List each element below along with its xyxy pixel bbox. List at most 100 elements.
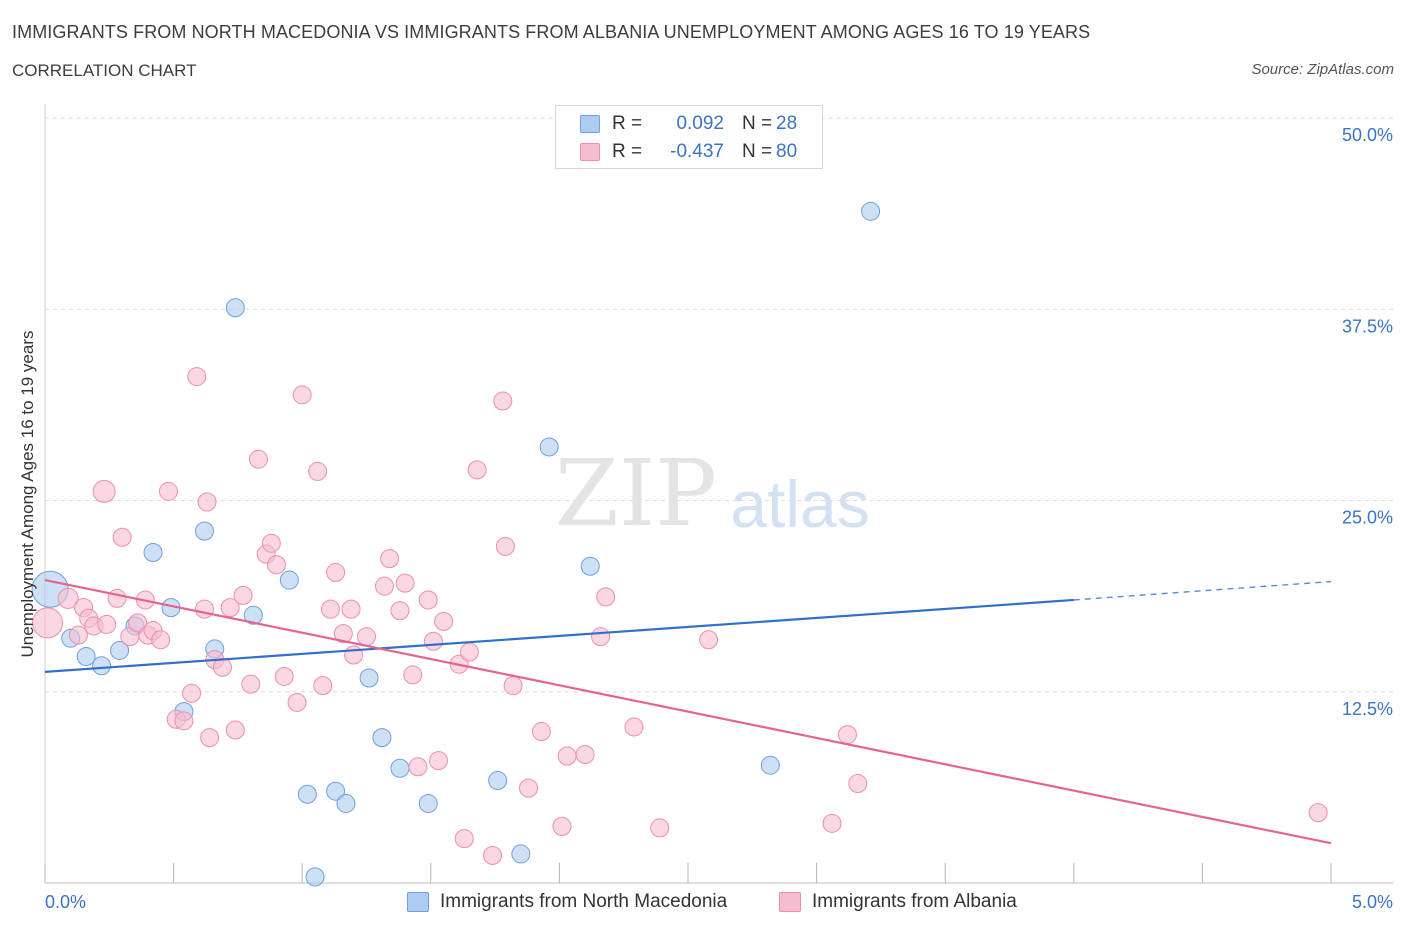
pink-point <box>596 587 616 607</box>
pink-point <box>519 778 539 798</box>
series-swatch-pink <box>779 892 801 912</box>
pink-point <box>493 391 513 411</box>
pink-point <box>174 711 194 731</box>
blue-point <box>194 521 214 541</box>
legend-n-value: 28 <box>776 113 798 134</box>
blue-point <box>861 201 881 221</box>
pink-point <box>57 587 79 609</box>
trend-line-extension <box>1073 580 1332 601</box>
series-swatch-blue <box>407 892 429 912</box>
pink-point <box>313 676 333 696</box>
axes <box>44 104 1393 884</box>
pink-point <box>699 630 719 650</box>
blue-point <box>760 755 780 775</box>
pink-point <box>233 585 253 605</box>
pink-point <box>403 665 423 685</box>
y-tick-label: 50.0% <box>1342 125 1393 145</box>
y-axis-title: Unemployment Among Ages 16 to 19 years <box>18 331 37 658</box>
pink-point <box>423 631 443 651</box>
pink-point <box>266 555 286 575</box>
pink-point <box>483 845 503 865</box>
blue-point <box>279 570 299 590</box>
blue-point <box>539 437 559 457</box>
x-tick-label-min: 0.0% <box>45 892 86 912</box>
blue-point <box>372 728 392 748</box>
pink-point <box>97 614 117 634</box>
pink-point <box>182 683 202 703</box>
pink-point <box>848 774 868 794</box>
blue-point <box>225 298 245 318</box>
pink-point <box>418 590 438 610</box>
pink-point <box>531 722 551 742</box>
pink-point <box>495 536 515 556</box>
series-label: Immigrants from North Macedonia <box>440 891 728 912</box>
pink-point <box>557 746 577 766</box>
legend-r-value: -0.437 <box>670 141 724 162</box>
y-tick-label: 37.5% <box>1342 316 1393 336</box>
pink-point <box>68 625 88 645</box>
pink-point <box>187 367 207 387</box>
legend-row-albania: R = -0.437 N = 80 <box>580 140 797 164</box>
watermark-atlas: atlas <box>730 467 869 541</box>
pink-point <box>151 630 171 650</box>
pink-point <box>429 751 449 771</box>
watermark: ZIP atlas <box>555 440 870 547</box>
pink-point <box>837 725 857 745</box>
pink-point <box>308 461 328 481</box>
y-tick-label: 25.0% <box>1342 508 1393 528</box>
legend-r-value: 0.092 <box>676 113 724 134</box>
pink-point <box>197 492 217 512</box>
pink-point <box>32 607 64 639</box>
blue-point <box>305 867 325 887</box>
pink-point <box>320 599 340 619</box>
series-legend-albania: Immigrants from Albania <box>779 889 1017 915</box>
blue-point <box>359 668 379 688</box>
pink-point <box>220 598 240 618</box>
blue-point <box>580 556 600 576</box>
grid <box>45 117 1393 693</box>
blue-point <box>326 781 346 801</box>
series-legend-north-macedonia: Immigrants from North Macedonia <box>407 889 727 915</box>
legend-n-label: N = <box>742 113 773 134</box>
pink-point <box>344 645 364 665</box>
pink-point <box>212 657 232 677</box>
blue-point <box>390 758 410 778</box>
pink-point <box>112 527 132 547</box>
pink-point <box>128 613 148 633</box>
pink-point <box>274 666 294 686</box>
chart-subtitle: CORRELATION CHART <box>12 61 197 80</box>
pink-point <box>241 674 261 694</box>
legend-r-label: R = <box>612 141 643 162</box>
legend-n-value: 80 <box>776 141 798 162</box>
trend-line <box>44 598 1074 673</box>
legend-swatch-pink <box>580 143 600 161</box>
pink-point <box>333 624 353 644</box>
chart-title: IMMIGRANTS FROM NORTH MACEDONIA VS IMMIG… <box>12 22 1091 42</box>
pink-point <box>503 676 523 696</box>
pink-point <box>575 744 595 764</box>
pink-point <box>200 728 220 748</box>
blue-point <box>418 793 438 813</box>
y-tick-label: 12.5% <box>1342 699 1393 719</box>
x-tick-label-max: 5.0% <box>1352 892 1393 912</box>
legend-row-north-macedonia: R = 0.092 N = 28 <box>580 112 797 136</box>
blue-point <box>110 640 130 660</box>
pink-point <box>248 449 268 469</box>
source-label: Source: ZipAtlas.com <box>1251 61 1394 78</box>
pink-point <box>552 816 572 836</box>
pink-point <box>326 562 346 582</box>
correlation-legend: R = 0.092 N = 28 R = -0.437 N = 80 <box>555 105 823 169</box>
pink-point <box>380 549 400 569</box>
pink-point <box>395 573 415 593</box>
pink-point <box>375 576 395 596</box>
blue-point <box>143 543 163 563</box>
axis-labels: Unemployment Among Ages 16 to 19 years 0… <box>18 125 1393 912</box>
pink-point <box>650 818 670 838</box>
pink-point <box>459 642 479 662</box>
legend-n-label: N = <box>742 141 773 162</box>
trend-lines <box>44 578 1332 845</box>
pink-point <box>390 601 410 621</box>
blue-point <box>336 793 356 813</box>
pink-point <box>454 829 474 849</box>
